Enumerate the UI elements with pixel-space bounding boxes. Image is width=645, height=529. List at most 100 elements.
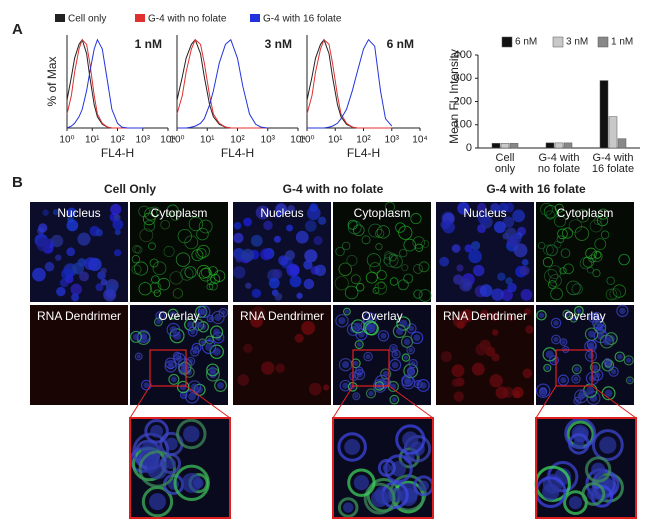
cell	[66, 247, 76, 257]
cell	[153, 317, 163, 327]
nucleus	[338, 317, 346, 325]
cell	[245, 282, 252, 289]
cell	[553, 240, 562, 249]
nucleus	[592, 364, 599, 371]
cell	[323, 384, 330, 391]
cell	[144, 207, 158, 221]
cell	[519, 265, 530, 276]
x-tick-label: 10⁴	[290, 135, 305, 146]
cell	[464, 244, 473, 253]
legend-label: Cell only	[68, 14, 106, 25]
nucleus	[181, 393, 186, 397]
cell	[363, 482, 396, 515]
cell	[286, 224, 294, 232]
nucleus	[403, 355, 409, 360]
cell	[547, 265, 562, 279]
cell	[412, 236, 425, 249]
cell	[553, 215, 567, 228]
nucleus	[380, 332, 387, 339]
cell	[354, 339, 364, 350]
cell	[268, 277, 280, 289]
cell	[581, 482, 606, 506]
cell	[376, 270, 387, 281]
nucleus	[179, 383, 187, 391]
cell	[398, 447, 420, 469]
cell	[538, 388, 548, 397]
cell	[72, 262, 85, 275]
channel-label: Cytoplasm	[354, 206, 411, 220]
cell	[479, 284, 493, 298]
nucleus	[353, 475, 370, 491]
cell	[169, 271, 183, 285]
nucleus	[587, 330, 596, 338]
cell	[138, 450, 176, 488]
zoom-frame	[332, 417, 434, 519]
nucleus	[589, 394, 598, 402]
cell	[389, 394, 400, 405]
legend-swatch	[597, 36, 609, 48]
cell	[155, 311, 166, 321]
cell	[522, 368, 533, 379]
nucleus	[627, 378, 632, 383]
cell	[110, 203, 122, 215]
nucleus	[344, 309, 349, 314]
cell	[492, 329, 499, 336]
cell	[451, 364, 465, 378]
cell	[513, 243, 528, 258]
cell	[603, 358, 612, 366]
cell	[346, 254, 358, 267]
cell	[286, 263, 300, 277]
cell	[600, 230, 610, 240]
cell	[187, 326, 198, 337]
cell	[468, 249, 482, 264]
zoom-line	[332, 385, 354, 419]
legend-label: G-4 with no folate	[148, 14, 227, 25]
nucleus	[192, 349, 198, 355]
nucleus	[150, 424, 164, 438]
nucleus	[370, 489, 389, 508]
legend-label: 3 nM	[566, 37, 588, 48]
cell	[459, 278, 473, 292]
cell	[192, 318, 205, 331]
nucleus	[553, 336, 559, 343]
nucleus	[365, 354, 371, 360]
label-line: G-4 with	[593, 152, 634, 164]
cell	[149, 281, 162, 294]
y-tick-label: 0	[466, 142, 472, 154]
cell	[562, 227, 574, 239]
cell	[195, 248, 207, 260]
nucleus	[200, 340, 205, 345]
histogram-line	[307, 38, 393, 129]
cell	[166, 322, 181, 337]
cell	[190, 347, 200, 357]
cell	[502, 216, 515, 228]
cell	[408, 358, 418, 369]
zoom-region	[555, 349, 593, 387]
bar	[617, 138, 627, 149]
cell	[138, 205, 150, 218]
cell	[206, 363, 220, 377]
cell	[342, 307, 351, 316]
cell	[568, 433, 590, 455]
cell	[294, 333, 304, 343]
cell	[550, 287, 563, 301]
nucleus	[181, 472, 202, 493]
nucleus	[542, 483, 560, 501]
cell	[421, 239, 430, 248]
cell	[251, 306, 266, 321]
cell	[66, 219, 79, 232]
cell	[295, 230, 309, 244]
x-axis-label: FL4-H	[221, 146, 254, 160]
cell	[375, 228, 385, 239]
nucleus	[587, 487, 600, 501]
group-title: G-4 with 16 folate	[486, 182, 586, 196]
cell	[543, 363, 552, 373]
cell	[209, 344, 224, 359]
bar	[608, 116, 618, 149]
x-tick-label: 10³	[385, 135, 400, 146]
cell	[391, 349, 401, 359]
cell	[218, 307, 229, 318]
cell	[557, 374, 570, 386]
cell	[543, 269, 559, 284]
